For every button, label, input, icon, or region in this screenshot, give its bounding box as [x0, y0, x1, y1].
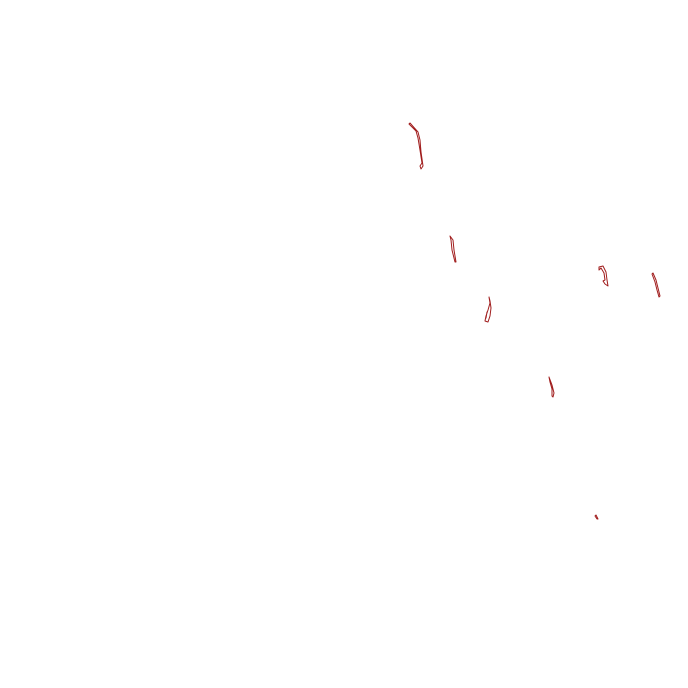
stroke-mark-4	[598, 265, 609, 287]
stroke-mark-5	[651, 272, 661, 298]
stroke-mark-3	[484, 296, 492, 323]
stroke-mark-7	[594, 514, 599, 520]
stroke-mark-2	[449, 235, 457, 263]
stroke-mark-6	[548, 376, 555, 398]
stroke-mark-1	[408, 122, 424, 170]
